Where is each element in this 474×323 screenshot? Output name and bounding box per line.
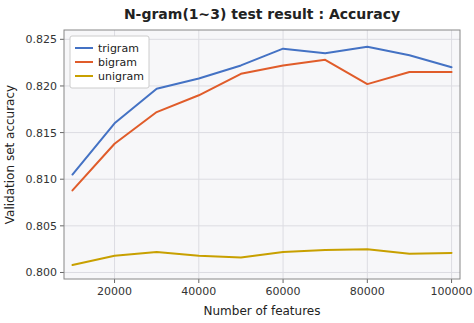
legend-entry: bigram <box>98 56 137 69</box>
line-bigram <box>72 60 451 191</box>
tick-y <box>60 225 64 226</box>
x-axis-label: Number of features <box>204 304 321 318</box>
grid <box>64 30 460 279</box>
axes: 20000 40000 60000 80000 100000 0.800 0.805 0.81… <box>26 33 473 298</box>
title: N-gram(1∼3) test result : Accuracy <box>124 6 400 22</box>
tick-label-x: 80000 <box>350 285 385 298</box>
tick-y <box>60 179 64 180</box>
grid-line-x <box>198 30 199 279</box>
series-group <box>72 47 451 265</box>
tick-x <box>367 279 368 283</box>
legend: trigrambigramunigram <box>70 36 149 88</box>
tick-label-y: 0.810 <box>26 173 58 186</box>
tick-label-x: 60000 <box>266 285 301 298</box>
line-unigram <box>72 249 451 265</box>
grid-line-y <box>64 225 460 226</box>
tick-label-y: 0.820 <box>26 80 58 93</box>
tick-label-y: 0.815 <box>26 127 58 140</box>
tick-label-x: 20000 <box>97 285 132 298</box>
tick-y <box>60 85 64 86</box>
grid-line-x <box>367 30 368 279</box>
grid-line-x <box>283 30 284 279</box>
tick-label-x: 100000 <box>431 285 473 298</box>
tick-label-y: 0.825 <box>26 33 58 46</box>
y-axis-label: Validation set accuracy <box>3 85 17 224</box>
tick-x <box>451 279 452 283</box>
plot-area <box>64 30 460 279</box>
grid-line-y <box>64 132 460 133</box>
tick-label-y: 0.800 <box>26 266 58 279</box>
legend-swatch <box>75 61 93 63</box>
tick-y <box>60 39 64 40</box>
tick-x <box>198 279 199 283</box>
legend-entry: unigram <box>98 70 144 83</box>
tick-y <box>60 272 64 273</box>
legend-box <box>70 36 149 88</box>
line-trigram <box>72 47 451 175</box>
legend-swatch <box>75 75 93 77</box>
tick-y <box>60 132 64 133</box>
tick-x <box>114 279 115 283</box>
grid-line-y <box>64 179 460 180</box>
legend-swatch <box>75 47 93 49</box>
chart: 20000 40000 60000 80000 100000 0.800 0.805 0.81… <box>0 0 474 323</box>
tick-label-y: 0.805 <box>26 220 58 233</box>
plot-frame <box>64 30 460 279</box>
tick-label-x: 40000 <box>181 285 216 298</box>
grid-line-y <box>64 272 460 273</box>
tick-x <box>283 279 284 283</box>
legend-entry: trigram <box>98 42 139 55</box>
